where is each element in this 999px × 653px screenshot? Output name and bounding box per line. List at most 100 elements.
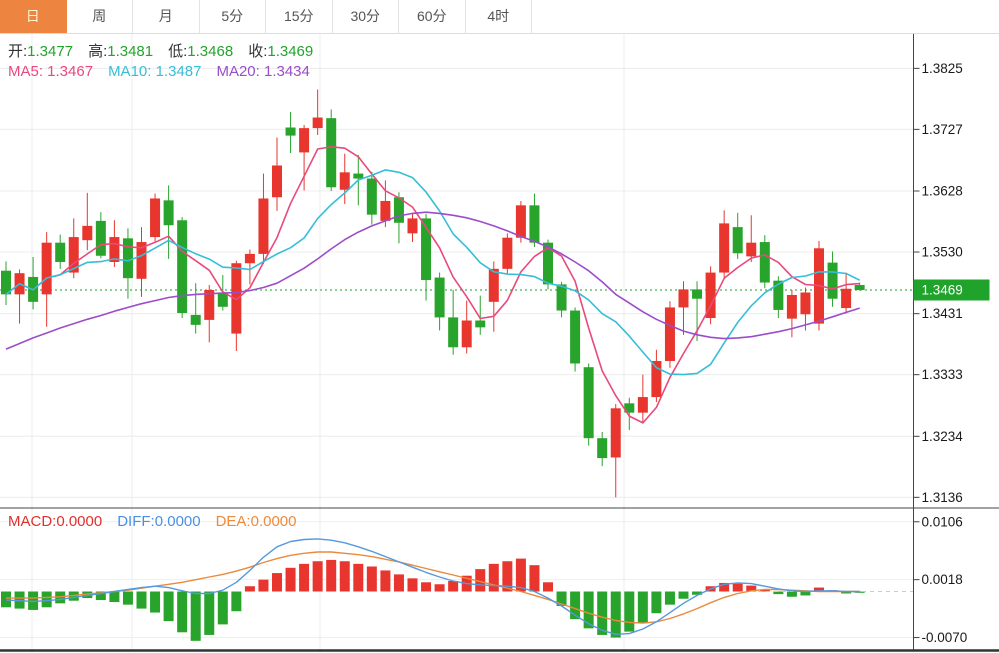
candle-body <box>190 314 201 325</box>
candle-body <box>393 197 404 223</box>
ma5-line <box>5 146 860 424</box>
open-value: 1.3477 <box>27 43 74 60</box>
candle-body <box>41 242 52 295</box>
close-value: 1.3469 <box>267 43 314 60</box>
tab-5分[interactable]: 5分 <box>200 0 266 33</box>
candle-body <box>258 198 269 254</box>
low-value: 1.3468 <box>187 43 234 60</box>
macd-histogram-bar <box>421 582 432 592</box>
macd-histogram-bar <box>190 591 201 641</box>
candle-body <box>421 218 432 281</box>
macd-histogram-bar <box>326 559 337 592</box>
macd-tick-label: 0.0106 <box>922 514 963 529</box>
macd-histogram-bar <box>393 574 404 592</box>
macd-histogram-bar <box>624 591 635 632</box>
candle-body <box>122 238 133 279</box>
macd-histogram-bar <box>366 566 377 592</box>
candle-body <box>827 262 838 299</box>
price-tick-label: 1.3136 <box>922 490 963 505</box>
candle-body <box>854 285 865 290</box>
tab-月[interactable]: 月 <box>133 0 200 33</box>
macd-histogram-bar <box>678 591 689 599</box>
macd-tick-label: -0.0070 <box>922 630 968 645</box>
candle-body <box>95 220 106 256</box>
candle-body <box>841 288 852 309</box>
tab-周[interactable]: 周 <box>67 0 133 33</box>
timeframe-tabbar: 日周月 5分 15分 30分 60分 4时 <box>0 0 999 34</box>
macd-histogram-bar <box>95 591 106 601</box>
candle-body <box>637 397 648 413</box>
candle-body <box>543 242 553 285</box>
candle-body <box>68 237 79 273</box>
candle-body <box>204 290 215 320</box>
candle-body <box>556 284 567 311</box>
tab-4时[interactable]: 4时 <box>466 0 532 33</box>
candle-body <box>231 263 242 334</box>
macd-histogram-bar <box>407 578 418 592</box>
macd-histogram-bar <box>312 561 323 592</box>
diff-line <box>5 538 860 635</box>
close-label: 收: <box>248 43 268 60</box>
macd-histogram-bar <box>732 583 743 592</box>
macd-histogram-bar <box>272 573 282 592</box>
price-tick-label: 1.3628 <box>922 184 963 199</box>
ma10-legend: MA10: 1.3487 <box>108 63 202 80</box>
macd-histogram-bar <box>177 591 188 633</box>
candle-body <box>434 277 445 318</box>
candle-body <box>786 294 797 319</box>
ma5-legend: MA5: 1.3467 <box>8 63 94 80</box>
macd-histogram-bar <box>610 591 621 638</box>
candle-body <box>678 289 689 308</box>
candle-body <box>597 438 608 459</box>
ma10-line <box>5 169 861 376</box>
macd-histogram-bar <box>217 591 228 625</box>
high-value: 1.3481 <box>107 43 154 60</box>
candle-body <box>475 320 486 328</box>
tab-30分[interactable]: 30分 <box>333 0 399 33</box>
macd-histogram-bar <box>258 579 269 592</box>
candle-body <box>380 200 391 221</box>
tab-15分[interactable]: 15分 <box>266 0 333 33</box>
macd-tick-label: 0.0018 <box>922 572 963 587</box>
candle-body <box>570 310 581 364</box>
ma20-line <box>5 211 860 350</box>
candle-body <box>326 118 337 188</box>
dea-value-label: DEA:0.0000 <box>215 513 297 530</box>
macd-histogram-bar <box>285 567 296 592</box>
macd-histogram-bar <box>841 591 852 594</box>
price-tick-label: 1.3431 <box>922 306 963 321</box>
macd-histogram-bar <box>814 587 824 592</box>
low-label: 低: <box>168 43 188 60</box>
tab-日[interactable]: 日 <box>0 0 67 33</box>
diff-value-label: DIFF:0.0000 <box>117 513 201 530</box>
ma-legend: MA5: 1.3467 MA10: 1.3487 MA20: 1.3434 <box>8 63 310 80</box>
candle-body <box>55 242 66 262</box>
macd-histogram-bar <box>651 591 662 614</box>
candle-body <box>719 223 730 273</box>
candle-body <box>285 127 296 136</box>
candle-body <box>150 198 161 238</box>
macd-histogram-bar <box>719 582 730 592</box>
macd-histogram-bar <box>448 580 459 592</box>
candle-body <box>407 218 418 234</box>
macd-histogram-bar <box>109 591 120 603</box>
candle-body <box>732 227 743 254</box>
candle-body <box>624 403 635 413</box>
tab-60分[interactable]: 60分 <box>399 0 466 33</box>
candle-body <box>664 307 675 361</box>
dea-line <box>6 551 860 624</box>
macd-histogram-bar <box>353 563 364 592</box>
macd-histogram-bar <box>529 565 540 592</box>
macd-histogram-bar <box>664 591 675 605</box>
macd-histogram-bar <box>597 591 608 635</box>
candle-body <box>272 165 282 198</box>
macd-histogram-bar <box>163 591 174 622</box>
open-label: 开: <box>8 43 28 60</box>
candle-body <box>759 242 770 283</box>
candle-body <box>136 242 147 279</box>
macd-histogram-bar <box>380 570 391 592</box>
macd-histogram-bar <box>1 591 11 608</box>
macd-histogram-bar <box>136 591 147 609</box>
candle-body <box>339 172 350 190</box>
